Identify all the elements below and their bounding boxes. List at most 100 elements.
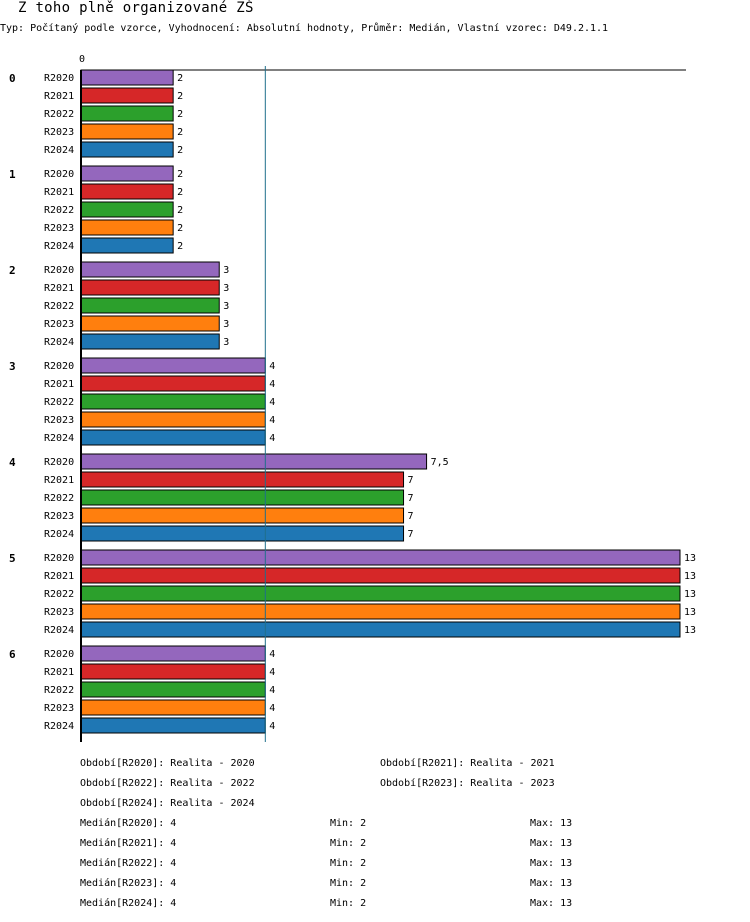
bar-r2021-5 [80,567,681,584]
bar-r2020-3 [80,357,266,374]
value-label-r2022-4: 7 [408,493,414,504]
bar-r2022-3 [80,393,266,410]
value-label-r2020-4: 7,5 [431,457,449,468]
legend-period-r2021: Období[R2021]: Realita - 2021 [380,758,555,769]
series-label-r2023-6: R2023 [44,703,74,714]
stat-min-r2023: Min: 2 [330,878,367,889]
value-label-r2022-0: 2 [177,109,183,120]
bar-r2023-5 [80,603,681,620]
value-label-r2023-1: 2 [177,223,183,234]
value-label-r2021-1: 2 [177,187,183,198]
series-label-r2023-2: R2023 [44,319,74,330]
series-label-r2022-1: R2022 [44,205,74,216]
bar-r2024-3 [80,429,266,446]
x-axis-zero-label: 0 [79,54,85,65]
value-label-r2021-5: 13 [684,571,696,582]
bar-r2021-1 [80,183,174,200]
series-label-r2022-6: R2022 [44,685,74,696]
legend-period-r2022: Období[R2022]: Realita - 2022 [80,778,255,789]
series-label-r2021-0: R2021 [44,91,74,102]
category-label-2: 2 [9,264,16,277]
series-label-r2024-5: R2024 [44,625,74,636]
bar-r2022-2 [80,297,220,314]
value-label-r2023-5: 13 [684,607,696,618]
series-label-r2024-4: R2024 [44,529,74,540]
value-label-r2021-2: 3 [223,283,229,294]
bar-r2024-6 [80,717,266,734]
bar-r2023-0 [80,123,174,140]
stat-min-r2024: Min: 2 [330,898,367,909]
category-label-3: 3 [9,360,16,373]
series-label-r2023-4: R2023 [44,511,74,522]
series-label-r2024-3: R2024 [44,433,74,444]
chart-subtitle: Typ: Počítaný podle vzorce, Vyhodnocení:… [0,23,609,34]
value-label-r2023-6: 4 [269,703,275,714]
stat-median-r2022: Medián[R2022]: 4 [80,858,177,869]
value-label-r2020-0: 2 [177,73,183,84]
series-label-r2020-3: R2020 [44,361,74,372]
value-label-r2024-4: 7 [408,529,414,540]
series-label-r2023-3: R2023 [44,415,74,426]
stat-max-r2022: Max: 13 [530,858,573,869]
bar-r2023-4 [80,507,405,524]
value-label-r2020-3: 4 [269,361,275,372]
series-label-r2024-6: R2024 [44,721,74,732]
stat-max-r2021: Max: 13 [530,838,573,849]
value-label-r2022-3: 4 [269,397,275,408]
stat-max-r2023: Max: 13 [530,878,573,889]
legend-period-r2023: Období[R2023]: Realita - 2023 [380,778,555,789]
bar-r2021-0 [80,87,174,104]
bar-r2024-1 [80,237,174,254]
bar-r2021-4 [80,471,405,488]
bar-r2024-4 [80,525,405,542]
value-label-r2020-1: 2 [177,169,183,180]
series-label-r2021-5: R2021 [44,571,74,582]
series-label-r2024-2: R2024 [44,337,74,348]
bar-r2023-1 [80,219,174,236]
bar-r2020-5 [80,549,681,566]
series-label-r2021-1: R2021 [44,187,74,198]
bar-r2024-2 [80,333,220,350]
category-label-5: 5 [9,552,16,565]
stat-min-r2021: Min: 2 [330,838,367,849]
series-label-r2023-0: R2023 [44,127,74,138]
bar-r2021-2 [80,279,220,296]
series-label-r2021-2: R2021 [44,283,74,294]
series-label-r2020-1: R2020 [44,169,74,180]
bar-r2022-1 [80,201,174,218]
series-label-r2022-0: R2022 [44,109,74,120]
bar-r2020-1 [80,165,174,182]
bar-r2023-3 [80,411,266,428]
value-label-r2021-6: 4 [269,667,275,678]
value-label-r2024-2: 3 [223,337,229,348]
stat-median-r2024: Medián[R2024]: 4 [80,898,177,909]
series-label-r2021-6: R2021 [44,667,74,678]
series-label-r2022-5: R2022 [44,589,74,600]
series-label-r2023-1: R2023 [44,223,74,234]
value-label-r2020-6: 4 [269,649,275,660]
category-label-4: 4 [9,456,16,469]
stat-median-r2020: Medián[R2020]: 4 [80,818,177,829]
value-label-r2021-0: 2 [177,91,183,102]
value-label-r2023-2: 3 [223,319,229,330]
bar-r2021-6 [80,663,266,680]
bar-r2020-0 [80,69,174,86]
stat-median-r2023: Medián[R2023]: 4 [80,878,177,889]
bar-r2020-2 [80,261,220,278]
series-label-r2024-1: R2024 [44,241,74,252]
legend-period-r2024: Období[R2024]: Realita - 2024 [80,798,255,809]
value-label-r2020-5: 13 [684,553,696,564]
value-label-r2022-2: 3 [223,301,229,312]
value-label-r2024-0: 2 [177,145,183,156]
legend-period-r2020: Období[R2020]: Realita - 2020 [80,758,255,769]
value-label-r2021-3: 4 [269,379,275,390]
chart-title: Z toho plně organizované ZŠ [18,0,254,16]
value-label-r2024-3: 4 [269,433,275,444]
series-label-r2020-6: R2020 [44,649,74,660]
value-label-r2022-6: 4 [269,685,275,696]
stat-max-r2024: Max: 13 [530,898,573,909]
value-label-r2024-6: 4 [269,721,275,732]
series-label-r2021-3: R2021 [44,379,74,390]
stat-min-r2022: Min: 2 [330,858,367,869]
